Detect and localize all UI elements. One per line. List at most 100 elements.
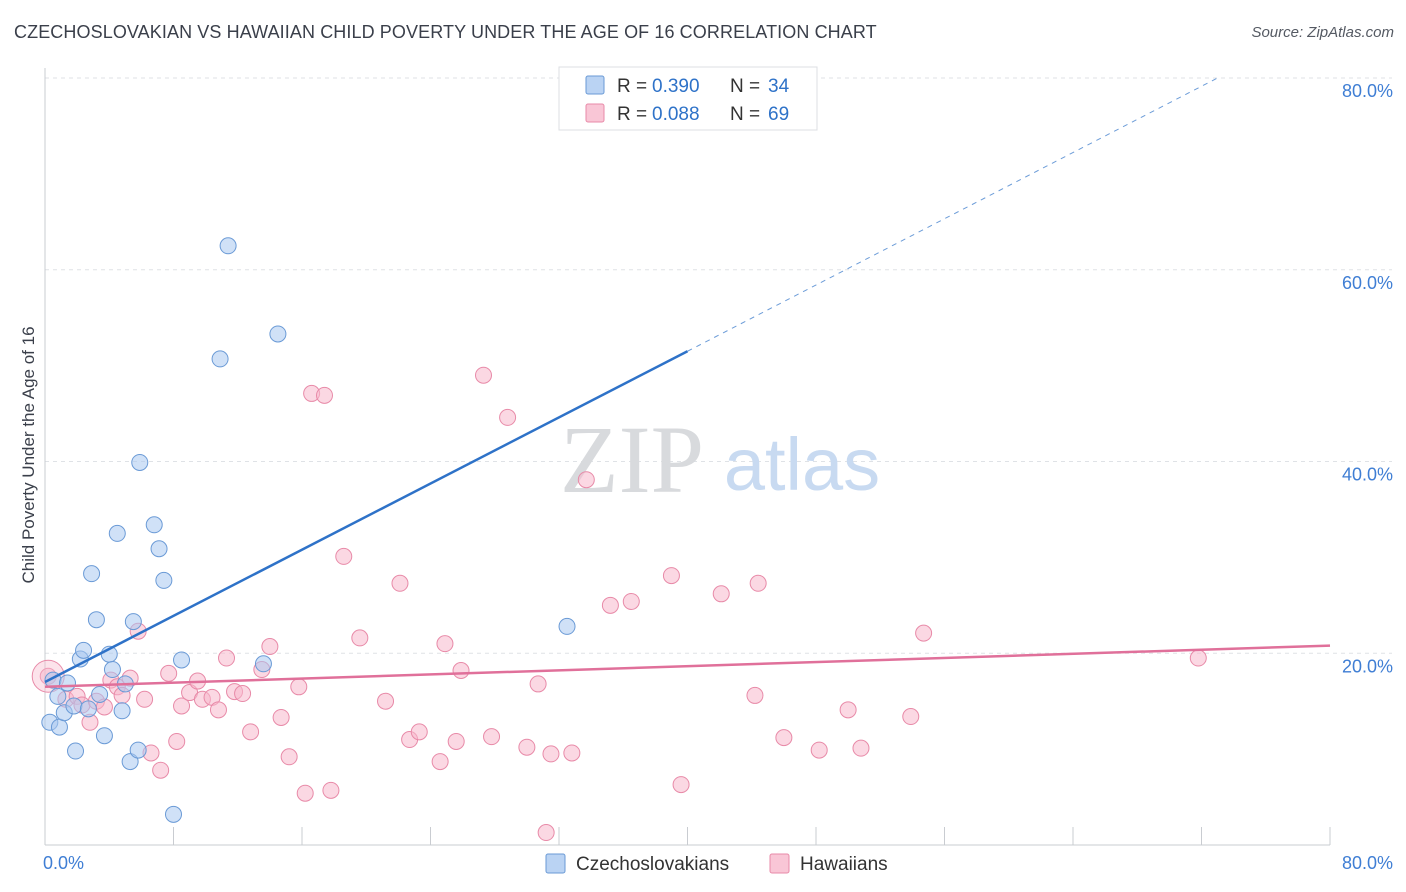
legend-r-value: 0.088 [652,104,700,125]
data-point [136,690,154,708]
legend-r-value: 0.390 [652,76,700,97]
data-point [391,574,409,592]
data-point [242,723,260,741]
data-point [129,741,147,759]
data-point [65,697,83,715]
data-point [410,723,428,741]
data-point [662,567,680,585]
data-point [108,524,126,542]
data-point [601,596,619,614]
watermark-zip: ZIP [560,406,704,513]
data-point [452,662,470,680]
data-point [529,675,547,693]
data-point [209,701,227,719]
data-point [261,638,279,656]
data-point [67,742,85,760]
data-point [83,565,101,583]
data-point [712,585,730,603]
data-point [431,753,449,771]
data-point [173,651,191,669]
data-point [165,805,182,823]
data-point [447,732,465,750]
data-point [852,739,870,757]
data-point [622,592,640,610]
legend-series: Czechoslovakians Hawaiians [545,853,888,875]
trend-line-hawaiians [44,644,1331,689]
data-point [499,408,517,426]
data-point [335,547,353,565]
y-tick-label: 80.0% [1342,81,1393,101]
data-point [672,776,690,794]
legend-n-label: N = [730,104,760,125]
data-point [168,732,186,750]
data-point [322,781,340,799]
data-point [50,718,68,736]
x-tick-label: 80.0% [1342,853,1393,873]
data-point [269,325,287,343]
data-point [152,761,170,779]
x-tick-label: 0.0% [43,853,84,873]
data-point [49,687,67,705]
data-point [542,745,560,763]
data-point [87,611,105,629]
data-point [155,571,173,589]
grid-lines [45,77,1392,654]
data-point [160,664,178,682]
legend-stats-row-hawaiians: R = 0.088 N = 69 [585,103,789,125]
legend-stats: R = 0.390 N = 34 R = 0.088 N = 69 [558,66,818,131]
data-point [558,617,576,635]
legend-swatch-hawaiians [585,103,605,123]
data-point [810,741,828,759]
data-point [839,701,857,719]
data-point [254,655,272,673]
legend-series-name-hawaiians: Hawaiians [800,854,888,875]
data-point [75,641,93,659]
legend-stats-row-czechoslovakians: R = 0.390 N = 34 [585,75,790,97]
data-point [902,708,920,726]
data-point [280,748,298,766]
series-hawaiians-points [31,366,1207,842]
chart-source: Source: ZipAtlas.com [1251,24,1394,41]
legend-r-label: R = [617,104,647,125]
data-point [746,686,764,704]
data-point [775,729,793,747]
data-point [173,697,191,715]
legend-n-value: 34 [768,76,790,97]
data-point [351,629,369,647]
y-tick-label: 60.0% [1342,273,1393,293]
data-point [483,728,501,746]
data-point [218,649,236,667]
watermark-atlas: atlas [724,423,880,506]
legend-r-label: R = [617,76,647,97]
data-point [150,540,168,558]
data-point [103,661,121,679]
data-point [577,471,595,489]
legend-swatch-czechoslovakians [585,75,605,95]
legend-n-label: N = [730,76,760,97]
legend-swatch-hawaiians-bottom [769,853,790,874]
data-point [290,678,308,696]
legend-series-name-czechoslovakians: Czechoslovakians [576,854,729,875]
y-tick-label: 40.0% [1342,465,1393,485]
data-point [124,613,142,631]
watermark: ZIP atlas [560,406,880,513]
data-point [79,700,97,718]
data-point [1189,649,1207,667]
data-point [377,692,395,710]
data-point [145,516,163,534]
data-point [219,237,237,255]
data-point [211,350,229,368]
data-point [915,624,933,642]
chart-title: CZECHOSLOVAKIAN VS HAWAIIAN CHILD POVERT… [14,22,877,42]
trend-lines [44,77,1331,689]
data-point [475,366,493,384]
y-axis-label: Child Poverty Under the Age of 16 [19,326,38,583]
legend-swatch-czechoslovakians-bottom [545,853,566,874]
y-tick-label: 20.0% [1342,656,1393,676]
data-point [296,784,314,802]
data-point [315,386,333,404]
data-point [131,453,149,471]
data-point [58,674,76,692]
data-point [436,635,454,653]
